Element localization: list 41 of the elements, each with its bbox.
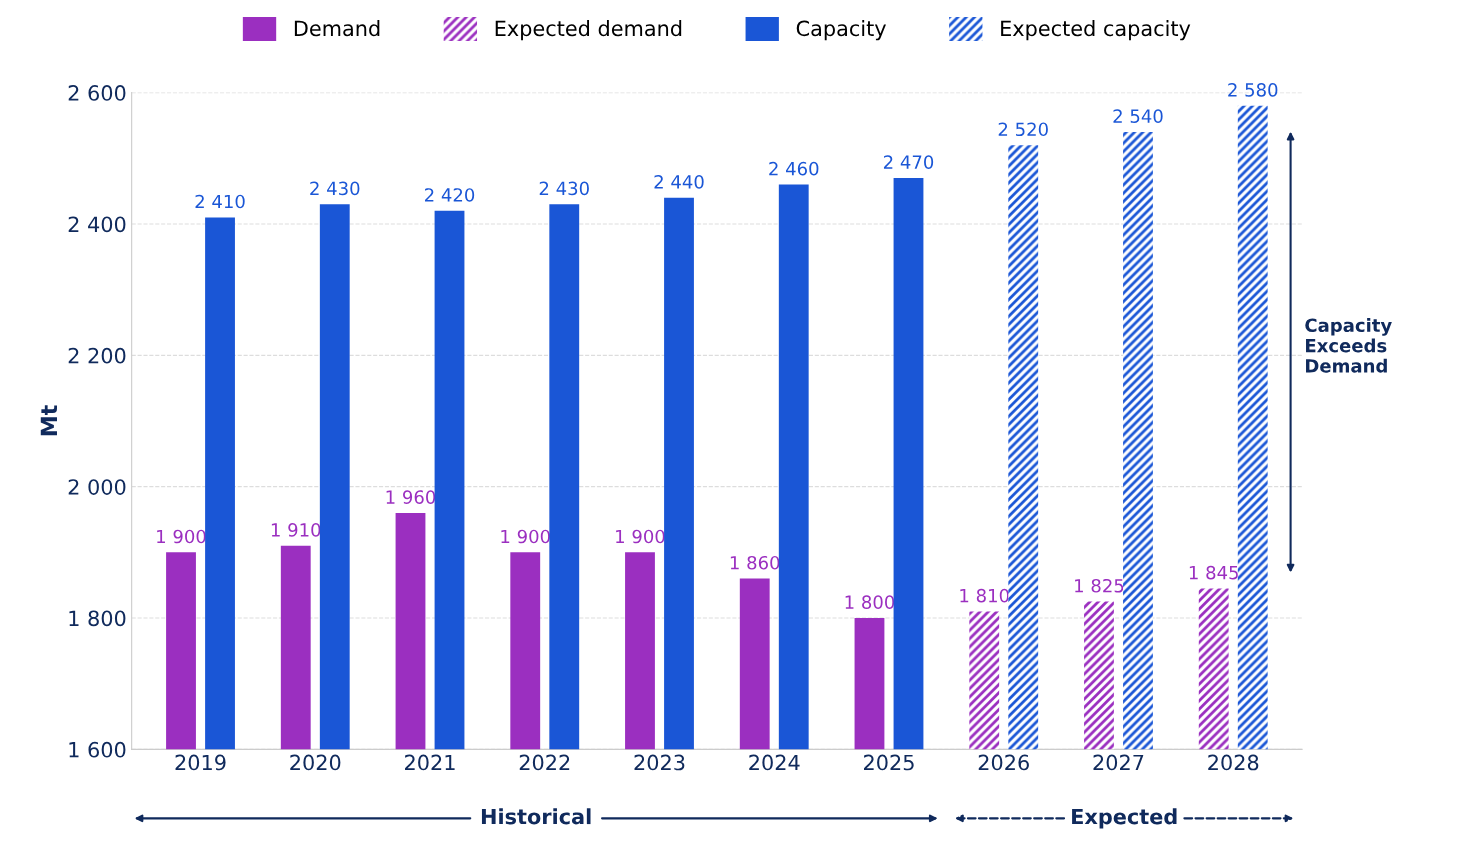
data-label: 1 860	[730, 555, 780, 570]
data-label: 2 440	[654, 174, 704, 189]
y-tick-label: 1 600	[69, 741, 126, 758]
data-label: 2 540	[1113, 109, 1163, 123]
x-tick-label: 2020	[290, 754, 341, 771]
y-tick-label: 1 800	[69, 610, 126, 627]
data-label: 2 470	[883, 155, 934, 169]
legend-label: Demand	[294, 20, 380, 37]
x-tick-label: 2021	[405, 754, 455, 771]
x-tick-label: 2026	[978, 754, 1029, 771]
x-tick-label: 2023	[634, 754, 685, 771]
y-tick-label: 2 400	[68, 216, 126, 233]
y-tick-label: 2 000	[68, 479, 126, 495]
data-label: 2 580	[1228, 83, 1278, 97]
x-tick-label: 2025	[864, 754, 914, 771]
x-tick-label: 2022	[519, 754, 570, 771]
data-label: 1 910	[271, 523, 321, 537]
text: Capacity Exceeds Demand	[1305, 318, 1392, 373]
legend-label: Expected capacity	[1001, 20, 1191, 41]
data-label: 2 410	[195, 194, 245, 209]
data-label: 1 960	[386, 490, 436, 504]
data-label: 2 420	[424, 188, 475, 202]
data-label: 1 810	[960, 588, 1009, 603]
data-label: 1 845	[1189, 565, 1238, 580]
x-tick-label: 2028	[1208, 754, 1259, 771]
legend-label: Expected demand	[495, 20, 682, 41]
y-tick-label: 2 200	[68, 347, 126, 364]
y-tick-label: 2 600	[68, 85, 126, 101]
data-label: 2 430	[539, 181, 589, 196]
data-label: 1 825	[1075, 578, 1124, 593]
data-label: 1 800	[845, 595, 895, 609]
text: Historical	[481, 808, 591, 825]
text: Expected	[1072, 808, 1177, 829]
data-label: 2 520	[998, 122, 1048, 137]
x-tick-label: 2027	[1093, 754, 1144, 771]
data-label: 2 430	[310, 181, 360, 196]
data-label: 2 460	[769, 161, 819, 176]
x-tick-label: 2019	[175, 754, 226, 771]
y-axis-title: Mt	[40, 405, 57, 436]
legend-label: Capacity	[796, 20, 886, 41]
x-tick-label: 2024	[749, 754, 800, 771]
